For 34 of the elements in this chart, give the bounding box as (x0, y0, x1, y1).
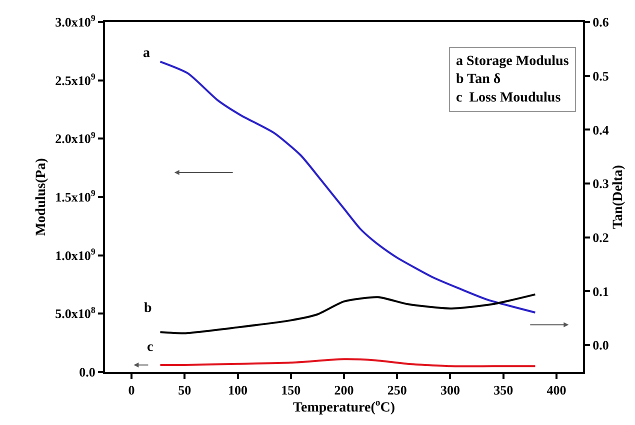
x-tick-label: 50 (178, 382, 192, 398)
y2-tick-label: 0.6 (592, 14, 610, 30)
x-tick-label: 350 (494, 382, 514, 398)
annotation: b (144, 301, 152, 316)
line-series (159, 358, 536, 368)
y-tick-label: 1.5x10$^{9}$ (55, 188, 96, 205)
annotation: a Storage Modulus (456, 54, 570, 69)
x-tick-label: 0 (128, 382, 135, 398)
y2-tick-label: 0.1 (592, 284, 609, 299)
y-tick-label: 2.0x10$^{9}$ (55, 130, 96, 146)
y-tick-label: 3.0x10$^{9}$ (55, 13, 96, 30)
y2-tick-label: 0.2 (592, 230, 609, 245)
x-tick-label: 150 (281, 382, 301, 398)
y2-tick-label: 0.3 (592, 176, 610, 192)
y2-axis-title: Tan(Delta) (611, 164, 626, 230)
y-tick-label: 5.0x10$^{8}$ (55, 304, 96, 322)
annotation: c (147, 340, 154, 355)
x-tick-label: 250 (387, 382, 407, 398)
annotation: c Loss Moudulus (456, 90, 562, 106)
x-tick-label: 100 (228, 382, 248, 398)
x-tick-label: 200 (334, 382, 354, 398)
x-tick-label: 400 (546, 382, 566, 398)
x-tick-label: 300 (440, 382, 460, 398)
y-axis-title: Modulus(Pa) (34, 158, 50, 236)
annotation: b Tan δ (456, 72, 501, 88)
x-axis-title: Temperature($^{o}$C) (292, 398, 396, 416)
line-series (159, 293, 536, 334)
y-tick-label: 0.0 (79, 364, 96, 380)
y-tick-label: 2.5x10$^{9}$ (55, 71, 96, 88)
y2-tick-label: 0.4 (592, 122, 610, 138)
y2-tick-label: 0.5 (592, 68, 610, 84)
y-tick-label: 1.0x10$^{9}$ (55, 246, 96, 263)
y2-tick-label: 0.0 (592, 338, 609, 353)
annotation: a (143, 46, 150, 61)
